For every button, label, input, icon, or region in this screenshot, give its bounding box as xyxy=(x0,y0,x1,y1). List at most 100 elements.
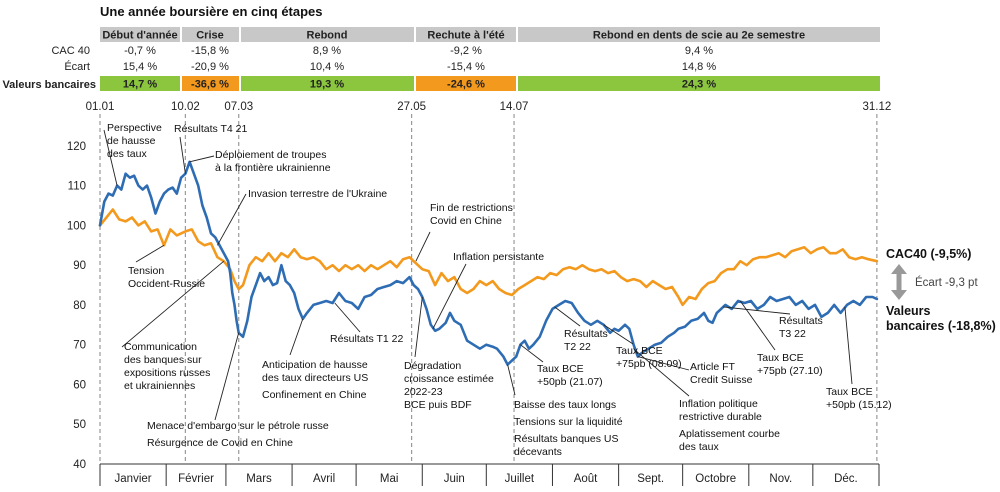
annotation-resultats-t2: Résultats T2 22 xyxy=(564,328,611,353)
leader-credit-suisse xyxy=(637,356,690,371)
row-label-banks: Valeurs bancaires xyxy=(2,79,96,91)
leader-degradation xyxy=(414,296,423,358)
y-tick-90: 90 xyxy=(73,260,86,272)
y-tick-110: 110 xyxy=(68,181,86,193)
annotation-inflation-politique: Inflation politique restrictive durable … xyxy=(679,398,783,453)
month-label-2: Février xyxy=(178,473,214,485)
annotation-tension: Tension Occident-Russie xyxy=(128,265,205,290)
row-label-ecart: Écart xyxy=(64,60,90,73)
annotation-taux-bce-15-12: Taux BCE +50pb (15.12) xyxy=(826,386,892,411)
banks-phase-4: -24,6 % xyxy=(447,79,485,91)
leader-bce-08-09 xyxy=(603,324,634,345)
annotation-resultats-t4: Résultats T4 21 xyxy=(174,123,248,135)
month-label-7: Juillet xyxy=(505,473,535,485)
phase-header-2: Crise xyxy=(196,30,224,42)
phase-date-2: 10.02 xyxy=(171,101,200,113)
phase-date-3: 07.03 xyxy=(224,101,253,113)
phase-header-box-3 xyxy=(241,27,414,42)
annotation-deploiement-troupes: Déploiement de troupes à la frontière uk… xyxy=(215,149,331,174)
banks-phase-3: 19,3 % xyxy=(310,79,344,91)
leader-inflation-politique xyxy=(635,350,690,397)
y-tick-60: 60 xyxy=(73,379,86,391)
y-tick-80: 80 xyxy=(73,300,86,312)
leader-bce-27-10 xyxy=(739,300,776,351)
leader-communication xyxy=(121,260,225,348)
month-label-10: Octobre xyxy=(695,473,736,485)
phase-date-5: 14.07 xyxy=(500,101,529,113)
month-label-1: Janvier xyxy=(115,473,152,485)
leader-perspective xyxy=(103,129,118,186)
annotation-taux-bce-27-10: Taux BCE +75pb (27.10) xyxy=(757,352,823,377)
banks-box-4 xyxy=(416,76,516,91)
legend-banks-line2: bancaires (-18,8%) xyxy=(886,319,996,333)
leader-anticipation xyxy=(289,318,304,356)
month-label-3: Mars xyxy=(246,473,272,485)
ecart-phase-4: -15,4 % xyxy=(447,61,485,73)
axes: 40 50 60 70 80 90 100 110 120 Janvier Février Mars A… xyxy=(67,141,880,486)
cac40-phase-1: -0,7 % xyxy=(124,45,156,57)
phase-header-4: Rechute à l'été xyxy=(427,30,504,42)
phase-table: CAC 40 Écart Valeurs bancaires Début d'a… xyxy=(2,27,880,91)
annotation-taux-bce-08-09: Taux BCE +75pb (08.09) xyxy=(616,345,682,370)
phase-header-box-2 xyxy=(182,27,239,42)
series-lines xyxy=(98,160,879,366)
phase-header-box-4 xyxy=(416,27,516,42)
leader-resultats-t2 xyxy=(554,306,581,327)
cac40-phase-2: -15,8 % xyxy=(191,45,229,57)
annotation-resultats-t1: Résultats T1 22 xyxy=(330,333,404,345)
annotation-baisse-taux-longs: Baisse des taux longs Tensions sur la li… xyxy=(514,399,625,458)
phase-header-1: Début d'année xyxy=(102,30,177,42)
phase-header-box-1 xyxy=(100,27,180,42)
phase-header-5: Rebond en dents de scie au 2e semestre xyxy=(593,30,805,42)
legend-banks-line1: Valeurs xyxy=(886,304,931,318)
annotation-fin-restrictions: Fin de restrictions Covid en Chine xyxy=(430,202,516,227)
leader-baisse-taux xyxy=(507,364,516,396)
cac40-phase-3: 8,9 % xyxy=(313,45,341,57)
phase-date-1: 01.01 xyxy=(86,101,115,113)
ecart-phase-3: 10,4 % xyxy=(310,61,344,73)
leader-resultats-t4 xyxy=(179,136,186,174)
annotation-perspective-hausse: Perspective de hausse des taux xyxy=(107,122,165,160)
legend-cac40: CAC40 (-9,5%) xyxy=(886,247,971,261)
legend: CAC40 (-9,5%) Écart -9,3 pt Valeurs banc… xyxy=(886,247,996,333)
series-line-cac40 xyxy=(98,208,879,307)
y-tick-120: 120 xyxy=(67,141,86,153)
banks-box-3 xyxy=(241,76,414,91)
leader-bce-21-07 xyxy=(520,344,544,363)
annotation-inflation-persistante: Inflation persistante xyxy=(453,251,544,263)
leader-fin-restrictions xyxy=(415,231,431,262)
series-line-banks xyxy=(98,160,879,366)
month-label-9: Sept. xyxy=(637,473,664,485)
annotation-leaders xyxy=(103,129,853,421)
month-label-6: Juin xyxy=(444,473,465,485)
legend-ecart: Écart -9,3 pt xyxy=(915,276,978,289)
leader-tension xyxy=(135,244,165,263)
y-tick-70: 70 xyxy=(73,340,86,352)
annotation-degradation: Dégradation croissance estimée 2022-23 B… xyxy=(404,360,497,411)
ecart-phase-5: 14,8 % xyxy=(682,61,716,73)
banks-phase-5: 24,3 % xyxy=(682,79,716,91)
banks-phase-2: -36,6 % xyxy=(191,79,229,91)
banks-box-1 xyxy=(100,76,180,91)
month-label-5: Mai xyxy=(380,473,399,485)
ecart-phase-2: -20,9 % xyxy=(191,61,229,73)
leader-inflation xyxy=(432,263,467,330)
annotation-embargo: Menace d'embargo sur le pétrole russe Ré… xyxy=(147,420,332,449)
banks-box-2 xyxy=(182,76,239,91)
y-tick-100: 100 xyxy=(67,220,86,232)
row-label-cac40: CAC 40 xyxy=(51,45,90,57)
ecart-arrow-icon xyxy=(891,264,907,300)
annotation-communication-banques: Communication des banques sur exposition… xyxy=(124,341,213,392)
annotation-credit-suisse: Article FT Credit Suisse xyxy=(690,361,753,386)
leader-resultats-t1 xyxy=(334,302,361,333)
month-label-11: Nov. xyxy=(769,473,792,485)
month-label-4: Avril xyxy=(313,473,335,485)
leader-embargo xyxy=(214,332,240,421)
annotation-anticipation: Anticipation de hausse des taux directeu… xyxy=(262,359,371,401)
month-label-12: Déc. xyxy=(834,473,858,485)
cac40-phase-4: -9,2 % xyxy=(450,45,482,57)
cac40-phase-5: 9,4 % xyxy=(685,45,713,57)
leader-resultats-t3 xyxy=(723,306,791,315)
annotation-taux-bce-21-07: Taux BCE +50pb (21.07) xyxy=(537,363,603,388)
